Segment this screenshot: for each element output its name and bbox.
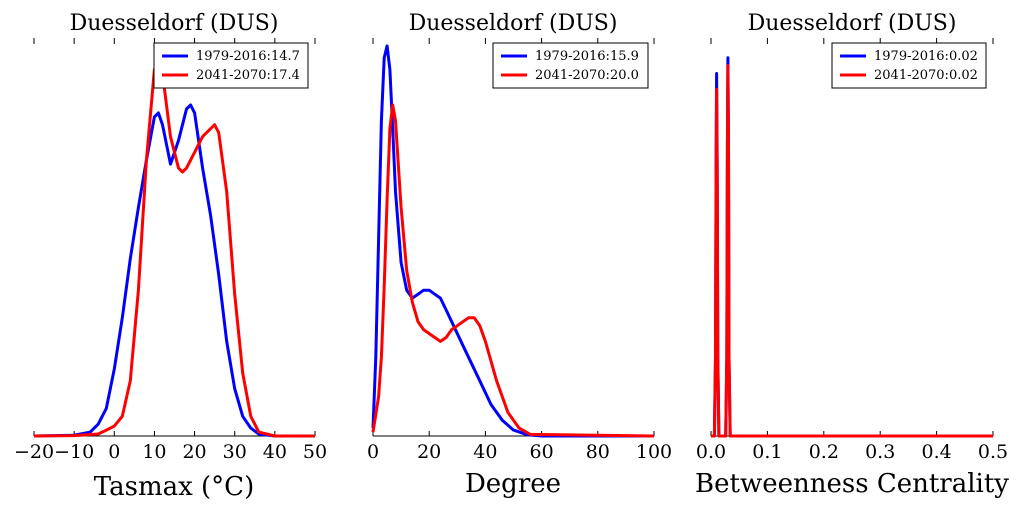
panel-tasmax: Duesseldorf (DUS) −20 −10 0 10 20 30 40 50 1979… <box>14 11 327 502</box>
legend-box <box>492 42 649 89</box>
x-tick-label: 30 <box>223 441 247 463</box>
legend: 1979-2016:0.02 2041-2070:0.02 <box>831 42 987 89</box>
x-tick-label: −20 <box>14 441 54 463</box>
x-ticks: 0.0 0.1 0.2 0.3 0.4 0.5 <box>696 38 1008 463</box>
x-tick-label: 0.5 <box>978 441 1008 463</box>
x-tick-label: 20 <box>417 441 441 463</box>
legend-box <box>153 42 309 89</box>
x-tick-label: 20 <box>182 441 206 463</box>
chart-title: Duesseldorf (DUS) <box>409 11 618 36</box>
x-axis-label: Degree <box>465 469 561 499</box>
x-tick-label: 100 <box>636 441 672 463</box>
series-lines <box>33 56 315 438</box>
x-tick-label: 10 <box>142 441 166 463</box>
x-axis-label: Betweenness Centrality <box>695 469 1009 499</box>
series-line-2 <box>371 103 655 438</box>
legend-box <box>831 42 987 89</box>
legend: 1979-2016:15.9 2041-2070:20.0 <box>492 42 649 89</box>
x-tick-label: 0 <box>108 441 120 463</box>
legend: 1979-2016:14.7 2041-2070:17.4 <box>153 42 309 89</box>
x-tick-label: 60 <box>530 441 554 463</box>
legend-entry-2: 2041-2070:20.0 <box>535 68 639 83</box>
x-ticks: 0 20 40 60 80 100 <box>367 38 672 463</box>
legend-entry-2: 2041-2070:17.4 <box>196 68 300 83</box>
series-lines <box>711 56 993 438</box>
x-tick-label: 40 <box>263 441 287 463</box>
x-tick-label: 0.2 <box>809 441 839 463</box>
legend-entry-1: 1979-2016:14.7 <box>196 49 300 64</box>
panel-degree: Duesseldorf (DUS) 0 20 40 60 80 100 1979-2016… <box>367 11 672 499</box>
x-tick-label: 0.4 <box>921 441 951 463</box>
series-lines <box>371 44 655 438</box>
legend-entry-1: 1979-2016:15.9 <box>535 49 639 64</box>
x-axis-label: Tasmax (°C) <box>94 472 254 502</box>
x-tick-label: 0 <box>367 441 379 463</box>
legend-entry-1: 1979-2016:0.02 <box>874 49 978 64</box>
series-line-1 <box>371 44 654 438</box>
x-ticks: −20 −10 0 10 20 30 40 50 <box>14 38 327 463</box>
series-line-2 <box>711 64 993 438</box>
series-line-1 <box>711 56 993 438</box>
x-tick-label: 0.0 <box>696 441 726 463</box>
series-line-2 <box>33 56 315 438</box>
x-tick-label: 0.1 <box>752 441 782 463</box>
x-tick-label: 80 <box>586 441 610 463</box>
x-tick-label: −10 <box>54 441 94 463</box>
legend-entry-2: 2041-2070:0.02 <box>874 68 978 83</box>
x-tick-label: 50 <box>303 441 327 463</box>
chart-title: Duesseldorf (DUS) <box>748 11 957 36</box>
x-tick-label: 40 <box>473 441 497 463</box>
x-tick-label: 0.3 <box>865 441 895 463</box>
panel-betweenness: Duesseldorf (DUS) 0.0 0.1 0.2 0.3 0.4 0.5 197… <box>695 11 1009 499</box>
chart-title: Duesseldorf (DUS) <box>70 11 279 36</box>
